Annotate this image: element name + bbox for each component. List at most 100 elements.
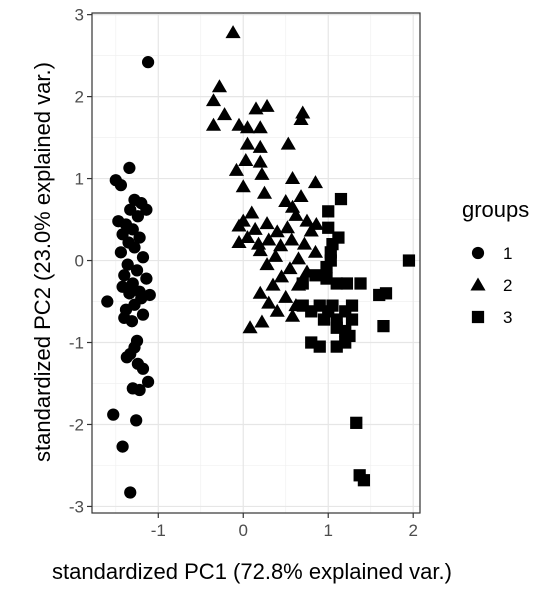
- data-point-circle: [140, 272, 153, 285]
- legend: groups 1 2 3: [462, 197, 529, 327]
- data-point-triangle: [273, 238, 289, 252]
- data-point-triangle: [269, 303, 285, 317]
- data-point-triangle: [228, 162, 245, 176]
- data-point-triangle: [278, 289, 294, 303]
- data-point-triangle: [239, 230, 256, 244]
- data-point-triangle: [248, 101, 264, 115]
- data-point-triangle: [238, 153, 254, 166]
- data-point-triangle: [254, 314, 270, 328]
- data-point-triangle: [244, 205, 260, 219]
- x-axis-ticks: -1 0 1 2: [151, 513, 418, 540]
- y-axis-ticks: -3 -2 -1 0 1 2 3: [69, 6, 92, 516]
- data-point-square: [320, 260, 333, 274]
- data-point-triangle: [205, 93, 222, 107]
- data-point-square: [313, 340, 326, 353]
- data-point-square: [320, 272, 333, 285]
- data-point-triangle: [231, 234, 247, 248]
- data-point-circle: [141, 375, 155, 388]
- data-point-triangle: [259, 257, 275, 271]
- data-point-triangle: [290, 251, 307, 265]
- y-tick-label: 3: [75, 6, 84, 25]
- data-point-square: [354, 277, 367, 290]
- data-point-triangle: [280, 136, 296, 150]
- data-point-circle: [133, 231, 146, 244]
- legend-key-square: [471, 310, 485, 324]
- data-point-triangle: [247, 221, 263, 235]
- data-point-circle: [131, 210, 145, 223]
- data-point-square: [377, 319, 390, 333]
- data-point-square: [350, 416, 363, 429]
- data-points: [101, 25, 416, 499]
- data-point-circle: [133, 383, 146, 397]
- data-point-circle: [101, 295, 114, 308]
- data-point-triangle: [235, 179, 251, 193]
- data-point-triangle: [284, 308, 301, 322]
- data-point-circle: [136, 308, 150, 321]
- data-point-triangle: [278, 194, 294, 207]
- data-point-square: [305, 305, 318, 318]
- data-point-triangle: [250, 236, 267, 250]
- data-point-circle: [118, 269, 131, 282]
- data-point-circle: [130, 414, 143, 427]
- data-point-triangle: [307, 244, 324, 258]
- data-point-circle: [136, 251, 150, 264]
- data-point-triangle: [284, 171, 301, 185]
- data-point-triangle: [216, 107, 233, 121]
- data-point-triangle: [242, 320, 258, 334]
- x-tick-label: 0: [239, 521, 248, 540]
- data-point-triangle: [293, 189, 309, 203]
- legend-key-circle: [471, 246, 485, 260]
- data-point-triangle: [269, 224, 285, 238]
- series-group-2: [205, 25, 324, 334]
- data-point-triangle: [288, 207, 304, 221]
- data-point-triangle: [252, 285, 268, 299]
- data-point-triangle: [205, 117, 222, 131]
- data-point-triangle: [256, 185, 273, 199]
- data-point-circle: [123, 161, 136, 175]
- data-point-triangle: [293, 112, 309, 126]
- data-point-square: [339, 336, 352, 349]
- series-group-3: [296, 192, 416, 487]
- data-point-square: [345, 313, 359, 326]
- data-point-square: [322, 205, 335, 218]
- data-point-triangle: [231, 117, 247, 131]
- data-point-square: [357, 474, 371, 487]
- data-point-circle: [107, 408, 120, 421]
- data-point-triangle: [239, 136, 256, 150]
- y-tick-label: 2: [75, 88, 84, 107]
- data-point-square: [334, 192, 348, 206]
- data-point-circle: [121, 258, 134, 271]
- data-point-circle: [126, 223, 139, 236]
- data-point-circle: [123, 287, 136, 300]
- data-point-square: [330, 277, 343, 290]
- y-tick-label: -2: [69, 415, 84, 434]
- data-point-circle: [114, 246, 128, 259]
- legend-label: 3: [503, 308, 512, 327]
- data-point-triangle: [252, 139, 268, 153]
- legend-label: 2: [503, 276, 512, 295]
- data-point-circle: [128, 241, 141, 254]
- data-point-square: [402, 254, 416, 267]
- data-point-circle: [114, 179, 128, 192]
- data-point-triangle: [252, 243, 268, 257]
- data-point-triangle: [284, 232, 300, 246]
- y-axis-title: standardized PC2 (23.0% explained var.): [30, 62, 55, 462]
- plot-border: [91, 12, 421, 514]
- data-point-triangle: [279, 220, 296, 234]
- data-point-triangle: [259, 216, 275, 230]
- data-point-circle: [140, 203, 153, 216]
- x-tick-label: 2: [408, 521, 417, 540]
- data-point-square: [322, 221, 335, 234]
- x-tick-label: -1: [151, 521, 166, 540]
- data-point-triangle: [282, 261, 298, 275]
- data-point-triangle: [261, 232, 277, 246]
- data-point-triangle: [295, 105, 311, 119]
- data-point-square: [379, 287, 393, 300]
- data-point-triangle: [267, 248, 284, 262]
- data-point-triangle: [239, 120, 256, 134]
- data-point-circle: [141, 56, 155, 69]
- data-point-circle: [116, 440, 129, 453]
- plot-panel: [91, 12, 421, 514]
- legend-title: groups: [462, 197, 529, 222]
